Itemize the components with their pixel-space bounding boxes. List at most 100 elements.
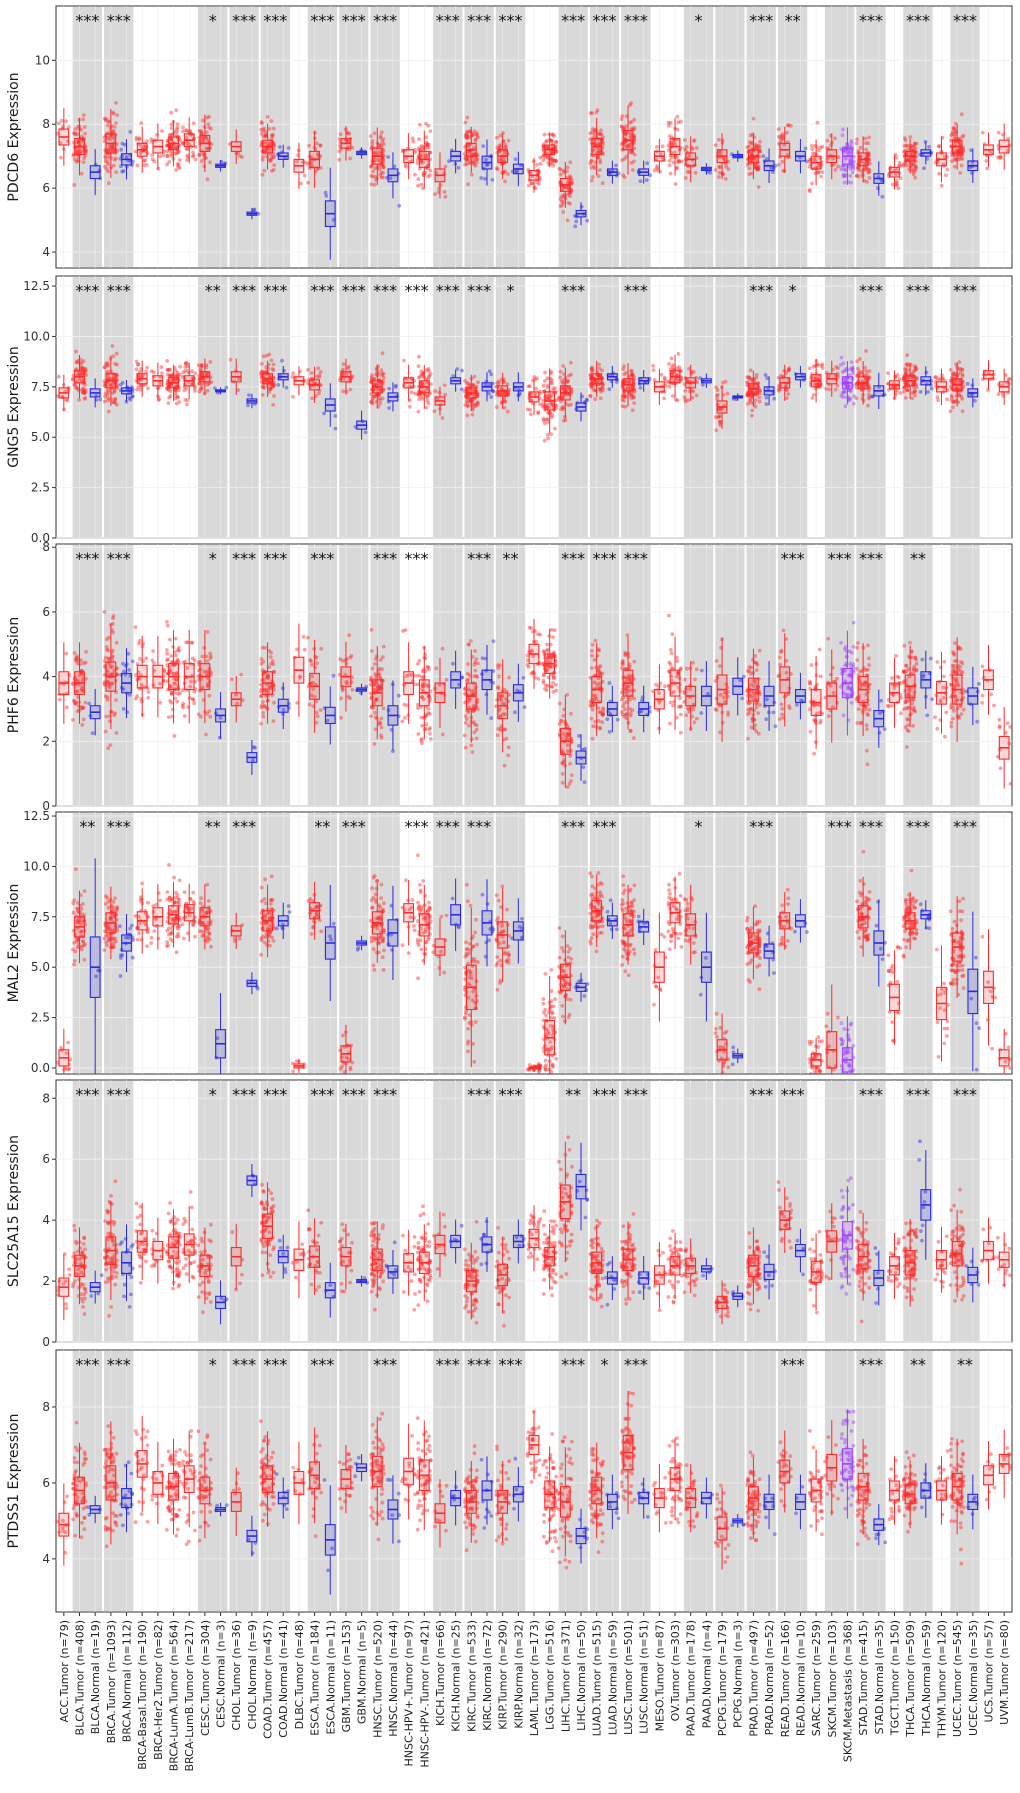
data-point: [410, 390, 414, 395]
data-point: [151, 661, 156, 665]
data-point: [118, 383, 123, 387]
data-point: [79, 127, 84, 132]
data-point: [561, 193, 566, 198]
data-point: [341, 367, 345, 372]
data-point: [421, 170, 426, 175]
data-point: [75, 158, 80, 163]
data-point: [403, 628, 408, 632]
data-point: [167, 373, 172, 378]
data-point: [207, 125, 212, 130]
shaded-pair-band: [370, 277, 400, 537]
data-point: [208, 160, 212, 165]
data-point: [80, 371, 84, 376]
data-point: [137, 136, 142, 141]
data-point: [725, 391, 730, 396]
data-point: [463, 156, 468, 161]
data-point: [185, 141, 190, 146]
data-point: [271, 402, 276, 407]
data-point: [262, 126, 266, 131]
shaded-pair-band: [558, 7, 588, 267]
data-point: [465, 129, 470, 134]
data-point: [595, 373, 600, 378]
data-point: [912, 369, 916, 373]
data-point: [170, 671, 175, 676]
data-point: [113, 397, 118, 402]
box-prad-tumor: [745, 116, 762, 189]
data-point: [526, 183, 531, 188]
data-point: [785, 388, 790, 393]
data-point: [748, 397, 753, 402]
data-point: [246, 403, 250, 408]
data-point: [81, 117, 86, 122]
data-point: [541, 402, 545, 406]
data-point: [568, 174, 572, 179]
data-point: [548, 401, 553, 406]
significance-label: ***: [859, 11, 883, 30]
data-point: [902, 386, 907, 390]
data-point: [550, 381, 554, 386]
data-point: [109, 382, 114, 386]
data-point: [284, 385, 289, 390]
data-point: [105, 648, 109, 652]
data-point: [952, 132, 957, 136]
data-point: [470, 412, 475, 417]
data-point: [180, 374, 185, 379]
data-point: [174, 393, 178, 398]
data-point: [192, 658, 197, 663]
data-point: [77, 159, 81, 164]
data-point: [816, 163, 821, 168]
shaded-pair-band: [683, 7, 714, 267]
data-point: [84, 369, 88, 373]
box-pcpg-tumor: [713, 133, 731, 181]
data-point: [951, 126, 956, 130]
data-point: [144, 656, 149, 661]
data-point: [415, 161, 420, 166]
data-point: [369, 375, 374, 380]
data-point: [464, 399, 469, 404]
data-point: [120, 169, 125, 174]
significance-label: **: [205, 281, 221, 300]
data-point: [568, 402, 573, 407]
data-point: [103, 118, 108, 123]
significance-label: ***: [373, 281, 397, 300]
data-point: [944, 173, 948, 178]
data-point: [684, 144, 689, 149]
data-point: [568, 194, 572, 199]
box-chol-tumor: [228, 357, 242, 395]
data-point: [202, 645, 207, 650]
data-point: [177, 400, 182, 404]
data-point: [545, 403, 550, 407]
data-point: [75, 709, 80, 714]
data-point: [840, 370, 845, 374]
data-point: [929, 386, 934, 391]
y-axis-label: PHF6 Expression: [6, 617, 22, 733]
data-point: [464, 162, 469, 167]
data-point: [756, 144, 760, 148]
significance-label: ***: [232, 11, 256, 30]
data-point: [645, 161, 650, 166]
data-point: [80, 684, 85, 689]
data-point: [416, 177, 421, 182]
data-point: [718, 419, 722, 424]
data-point: [827, 387, 832, 392]
box-chol-normal: [246, 393, 258, 409]
significance-label: ***: [342, 11, 366, 30]
data-point: [111, 111, 116, 116]
data-point: [380, 396, 385, 401]
data-point: [863, 365, 867, 370]
data-point: [820, 366, 825, 370]
significance-label: ***: [263, 281, 287, 300]
data-point: [209, 654, 213, 659]
box-blca-tumor: [71, 349, 88, 402]
data-point: [107, 656, 111, 661]
data-point: [489, 372, 494, 377]
data-point: [348, 696, 352, 701]
data-point: [528, 408, 533, 412]
data-point: [855, 137, 859, 142]
data-point: [908, 151, 912, 156]
data-point: [348, 387, 353, 392]
data-point: [911, 144, 916, 149]
data-point: [750, 413, 754, 418]
data-point: [74, 150, 79, 155]
data-point: [165, 372, 170, 377]
